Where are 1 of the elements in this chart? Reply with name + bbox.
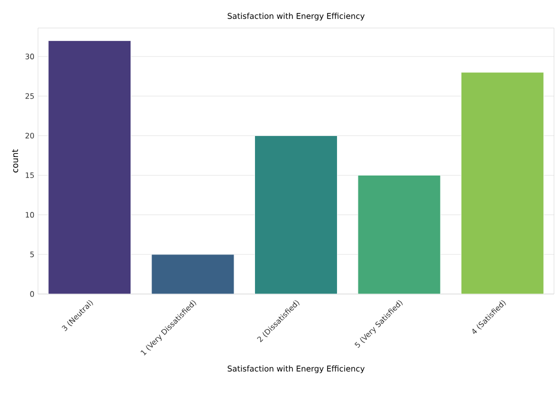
y-axis-title: count [12, 149, 18, 172]
